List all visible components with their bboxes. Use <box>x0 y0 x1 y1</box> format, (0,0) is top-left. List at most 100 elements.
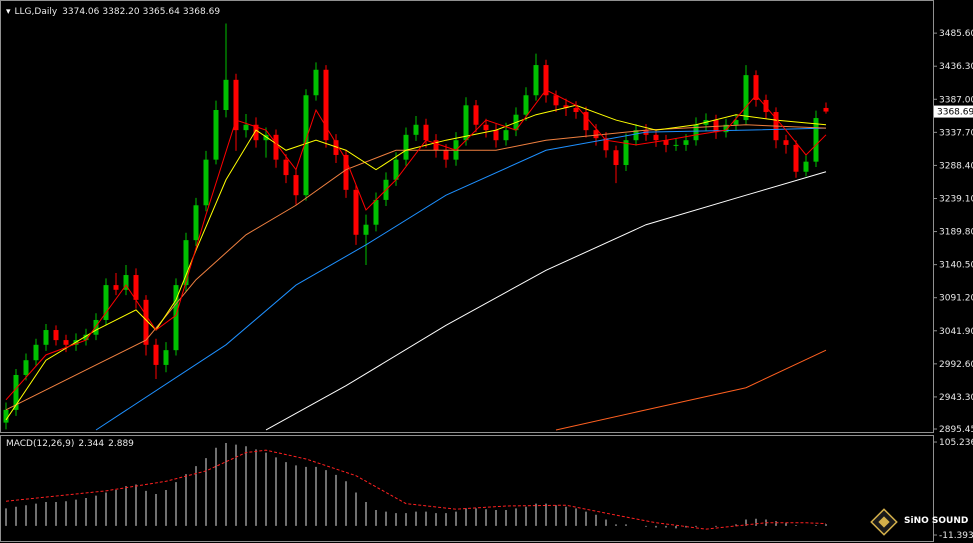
y-tick-label: 3337.70 <box>939 128 973 138</box>
candle-body <box>613 150 619 166</box>
candle-body <box>753 75 759 100</box>
candle-body <box>293 175 299 196</box>
candle-body <box>203 159 209 206</box>
candle-body <box>153 344 159 365</box>
candle-body <box>143 299 149 345</box>
candle-body <box>593 130 599 139</box>
moving-average-line <box>265 171 827 431</box>
open-label: 3374.06 <box>62 7 99 17</box>
chart-header: ▾ LLG,Daily 3374.06 3382.20 3365.64 3368.69 <box>6 7 220 17</box>
candle-body <box>493 130 499 141</box>
y-tick-label: 2992.60 <box>939 360 973 370</box>
main-panel-frame <box>0 0 934 433</box>
candle-body <box>403 134 409 160</box>
logo-icon-core <box>878 516 890 528</box>
candles <box>3 23 829 430</box>
y-tick-label: 105.236 <box>939 438 973 448</box>
candle-body <box>443 150 449 160</box>
candle-body <box>393 159 399 180</box>
candle-body <box>3 409 9 423</box>
candle-body <box>163 350 169 365</box>
candle-body <box>53 330 59 341</box>
candle-body <box>653 134 659 141</box>
candle-body <box>343 154 349 190</box>
candle-body <box>573 108 579 113</box>
y-tick-label: 3140.50 <box>939 261 973 271</box>
candle-body <box>783 140 789 145</box>
candle-body <box>223 79 229 111</box>
candle-body <box>373 199 379 225</box>
candle-body <box>673 144 679 146</box>
candle-body <box>813 118 819 162</box>
candle-body <box>273 134 279 160</box>
macd-header: MACD(12,26,9) 2.344 2.889 <box>6 439 134 449</box>
candle-body <box>113 285 119 290</box>
high-label: 3382.20 <box>102 7 139 17</box>
candle-body <box>543 65 549 96</box>
candle-body <box>173 285 179 351</box>
current-price-label: 3368.69 <box>937 108 973 118</box>
candle-body <box>243 124 249 131</box>
y-tick-label: 3041.90 <box>939 327 973 337</box>
candle-body <box>13 374 19 410</box>
candle-body <box>323 69 329 141</box>
y-tick-label: 3091.20 <box>939 294 973 304</box>
candle-body <box>803 161 809 172</box>
candle-body <box>683 140 689 145</box>
current-price-box <box>934 105 973 118</box>
y-tick-label: 3288.40 <box>939 161 973 171</box>
candle-body <box>413 124 419 135</box>
candle-body <box>263 134 269 141</box>
candle-body <box>533 65 539 96</box>
candle-body <box>763 99 769 113</box>
candle-body <box>33 344 39 361</box>
candle-body <box>743 75 749 121</box>
signal-value: 2.889 <box>108 439 134 449</box>
candle-body <box>103 285 109 320</box>
candle-body <box>823 107 829 112</box>
candle-body <box>213 110 219 160</box>
candle-body <box>563 105 569 108</box>
candle-body <box>233 79 239 131</box>
candle-body <box>633 130 639 141</box>
macd-panel-frame <box>0 435 934 542</box>
candle-body <box>133 275 139 300</box>
candle-body <box>523 95 529 115</box>
header-arrow: ▾ <box>6 7 11 17</box>
candle-body <box>793 144 799 172</box>
symbol-title: LLG,Daily <box>15 7 58 17</box>
candle-body <box>723 124 729 133</box>
signal-line <box>5 449 827 530</box>
candle-body <box>663 140 669 145</box>
candle-body <box>93 319 99 335</box>
candle-body <box>693 124 699 141</box>
candle-body <box>583 112 589 131</box>
candle-body <box>43 330 49 345</box>
candle-body <box>313 69 319 96</box>
candle-body <box>733 120 739 125</box>
candle-body <box>363 224 369 235</box>
y-tick-label: -11.393 <box>939 531 973 541</box>
y-tick-label: 3485.60 <box>939 29 973 39</box>
moving-average-line <box>5 89 827 401</box>
candle-body <box>423 124 429 141</box>
candle-body <box>183 240 189 286</box>
candle-body <box>333 140 339 155</box>
moving-average-line <box>5 104 827 421</box>
candle-body <box>193 205 199 241</box>
logo: SiNO SOUND <box>870 508 968 536</box>
close-label: 3368.69 <box>183 7 220 17</box>
low-label: 3365.64 <box>143 7 180 17</box>
y-tick-label: 3239.10 <box>939 194 973 204</box>
candle-body <box>553 95 559 106</box>
macd-title: MACD(12,26,9) <box>6 439 74 449</box>
candle-body <box>353 189 359 235</box>
y-tick-label: 2943.30 <box>939 393 973 403</box>
y-tick-label: 3189.80 <box>939 228 973 238</box>
logo-text: SiNO SOUND <box>904 516 968 526</box>
y-tick-label: 3387.00 <box>939 95 973 105</box>
candle-body <box>473 105 479 125</box>
candle-body <box>283 159 289 176</box>
